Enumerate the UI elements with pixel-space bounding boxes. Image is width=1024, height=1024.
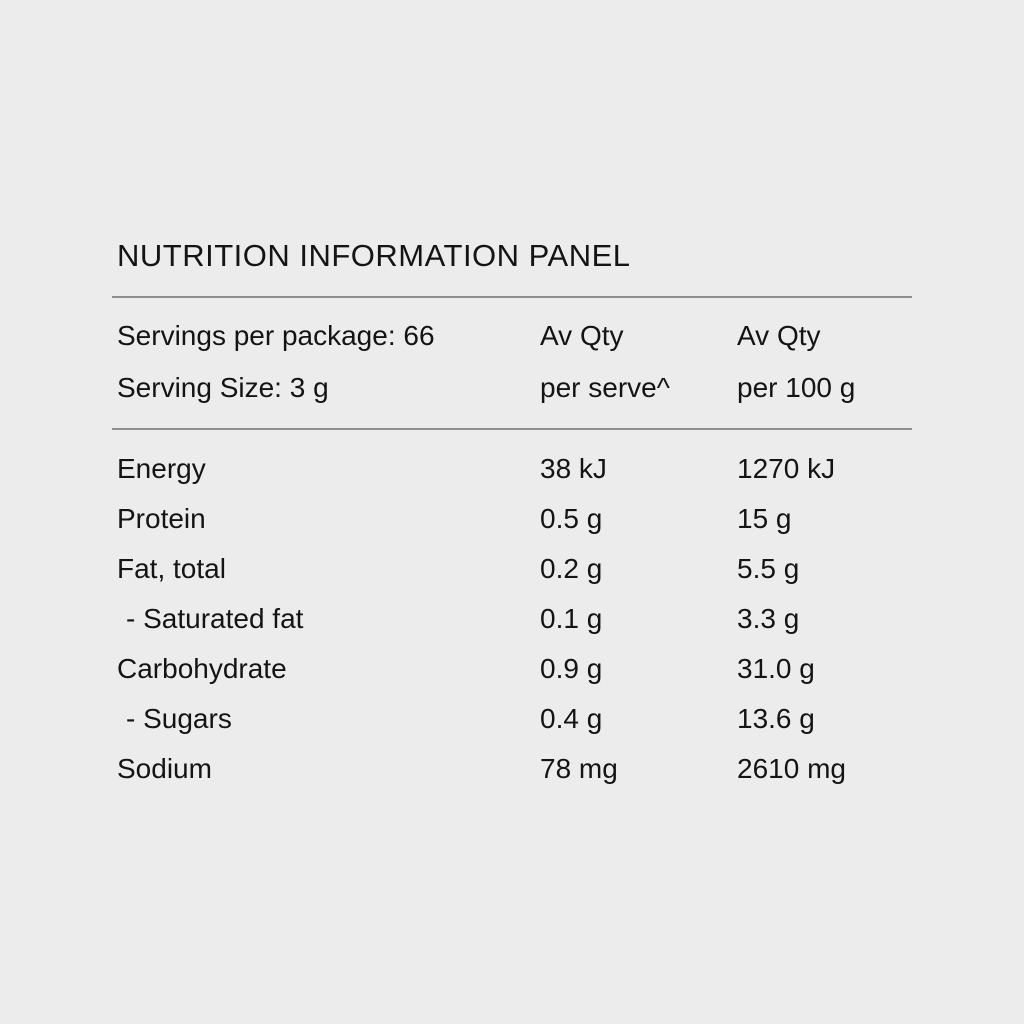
nutrient-label: - Sugars — [126, 703, 232, 734]
per-100g-value: 31.0 g — [737, 653, 815, 684]
table-row: Protein 0.5 g 15 g — [112, 494, 912, 544]
per-100g-qty-label: Av Qty — [737, 320, 821, 351]
nutrient-label: Sodium — [117, 753, 212, 784]
serving-size-label: Serving Size: 3 g — [117, 372, 329, 403]
per-serve-value: 0.5 g — [540, 503, 603, 534]
nutrient-label: Energy — [117, 453, 206, 484]
table-row: - Sugars 0.4 g 13.6 g — [112, 694, 912, 744]
per-100g-unit-label: per 100 g — [737, 372, 856, 403]
divider-header — [112, 428, 912, 430]
per-serve-value: 0.4 g — [540, 703, 603, 734]
per-serve-value: 0.1 g — [540, 603, 603, 634]
nutrient-label: - Saturated fat — [126, 603, 304, 634]
per-100g-column-header: Av Qty per 100 g — [737, 310, 917, 414]
table-body: Energy 38 kJ 1270 kJ Protein 0.5 g 15 g … — [112, 430, 912, 794]
per-serve-column-header: Av Qty per serve^ — [540, 310, 737, 414]
per-serve-value: 0.9 g — [540, 653, 603, 684]
servings-per-package-label: Servings per package: 66 — [117, 320, 435, 351]
table-row: Carbohydrate 0.9 g 31.0 g — [112, 644, 912, 694]
per-serve-value: 78 mg — [540, 753, 618, 784]
table-row: - Saturated fat 0.1 g 3.3 g — [112, 594, 912, 644]
per-100g-value: 3.3 g — [737, 603, 800, 634]
per-100g-value: 15 g — [737, 503, 792, 534]
per-serve-unit-label: per serve^ — [540, 372, 670, 403]
per-100g-value: 5.5 g — [737, 553, 800, 584]
per-serve-qty-label: Av Qty — [540, 320, 624, 351]
table-row: Energy 38 kJ 1270 kJ — [112, 444, 912, 494]
divider-top — [112, 296, 912, 298]
per-100g-value: 1270 kJ — [737, 453, 836, 484]
per-100g-value: 13.6 g — [737, 703, 815, 734]
nutrition-panel: NUTRITION INFORMATION PANEL Servings per… — [112, 238, 912, 794]
per-serve-value: 38 kJ — [540, 453, 607, 484]
table-row: Fat, total 0.2 g 5.5 g — [112, 544, 912, 594]
per-serve-value: 0.2 g — [540, 553, 603, 584]
table-row: Sodium 78 mg 2610 mg — [112, 744, 912, 794]
nutrient-label: Carbohydrate — [117, 653, 287, 684]
nutrient-label: Protein — [117, 503, 206, 534]
table-header: Servings per package: 66 Serving Size: 3… — [112, 298, 912, 428]
per-100g-value: 2610 mg — [737, 753, 846, 784]
serving-info-column: Servings per package: 66 Serving Size: 3… — [117, 310, 540, 414]
panel-title: NUTRITION INFORMATION PANEL — [117, 238, 631, 273]
nutrient-label: Fat, total — [117, 553, 226, 584]
